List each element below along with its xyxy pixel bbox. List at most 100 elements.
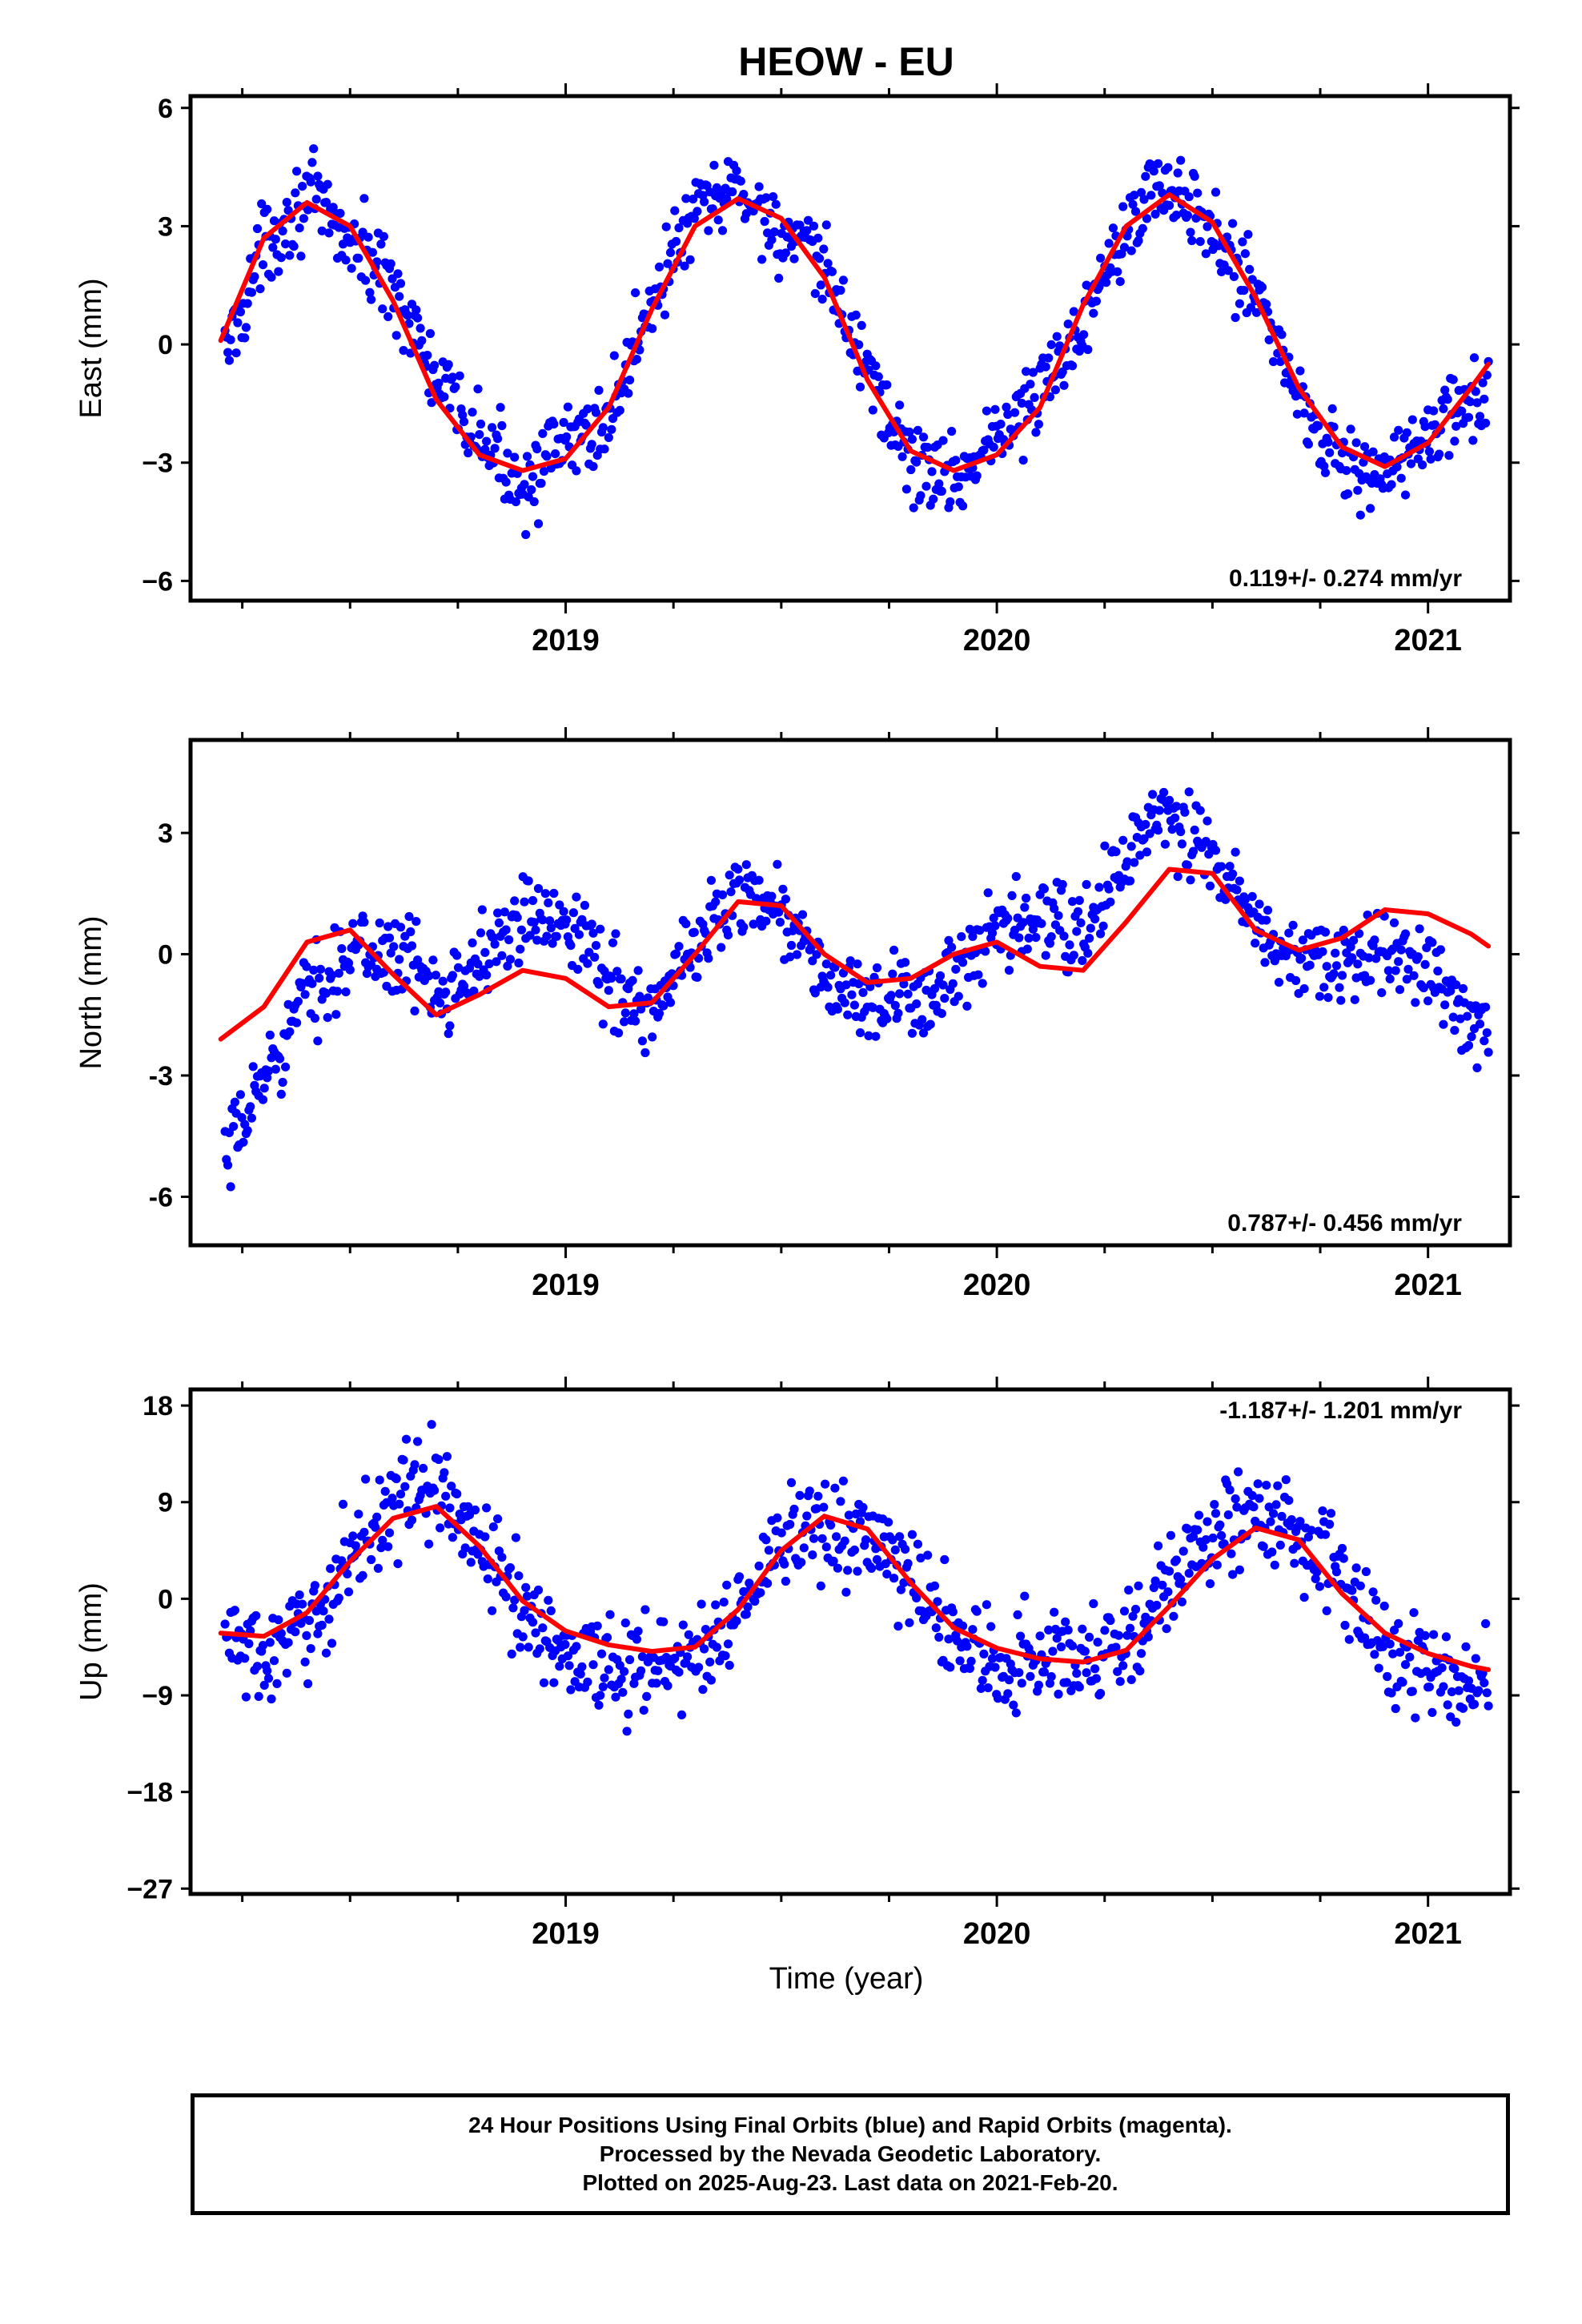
east-data-point	[1440, 385, 1450, 395]
east-data-point	[763, 228, 773, 238]
up-data-point	[1450, 1664, 1460, 1674]
north-data-point	[1011, 871, 1021, 882]
north-data-point	[396, 923, 406, 932]
north-data-point	[1355, 929, 1364, 939]
north-data-point	[901, 958, 910, 967]
east-data-point	[607, 424, 616, 434]
east-data-point	[604, 432, 613, 443]
north-data-point	[808, 956, 817, 966]
east-data-point	[496, 403, 505, 412]
up-data-point	[544, 1595, 553, 1605]
north-data-point	[1188, 846, 1199, 856]
east-data-point	[1320, 468, 1331, 477]
north-data-point	[1170, 813, 1180, 822]
up-data-point	[976, 1683, 986, 1693]
up-data-point	[378, 1535, 387, 1545]
up-data-point	[533, 1585, 544, 1595]
north-data-point	[265, 1030, 275, 1040]
east-data-point	[836, 285, 845, 296]
north-data-point	[723, 931, 733, 940]
up-data-point	[1388, 1649, 1398, 1659]
north-data-point	[739, 923, 749, 932]
east-data-point	[393, 269, 403, 279]
up-data-point	[488, 1522, 498, 1532]
up-data-point	[1217, 1530, 1227, 1541]
east-data-point	[1323, 437, 1333, 447]
up-y-tick-label: −9	[142, 1681, 173, 1711]
east-data-point	[685, 255, 695, 264]
up-data-point	[1113, 1667, 1122, 1676]
north-data-point	[1195, 806, 1205, 815]
east-data-point	[937, 486, 946, 497]
east-data-point	[1240, 249, 1250, 259]
north-data-point	[612, 967, 622, 976]
north-data-point	[1165, 795, 1174, 806]
up-data-point	[1268, 1509, 1279, 1518]
up-data-point	[721, 1651, 730, 1661]
east-data-point	[572, 466, 581, 476]
figure-canvas: HEOW - EU 6 3 0 −3 −6 2019 2020 2021 East (mm) 0.…	[74, 39, 1520, 1996]
east-data-point	[1142, 214, 1152, 223]
north-data-point	[1305, 960, 1315, 970]
east-data-point	[1030, 392, 1039, 402]
up-data-point	[334, 1593, 343, 1603]
north-data-point	[528, 895, 538, 906]
up-data-point	[313, 1629, 323, 1638]
north-data-point	[389, 942, 399, 951]
north-data-point	[492, 957, 501, 967]
north-data-point	[331, 1010, 341, 1019]
north-data-point	[1069, 951, 1078, 960]
up-data-point	[387, 1494, 397, 1503]
north-data-point	[978, 979, 987, 988]
north-data-point	[504, 935, 514, 945]
up-data-point	[1474, 1686, 1484, 1695]
east-data-point	[1303, 440, 1313, 449]
north-data-point	[926, 1019, 935, 1029]
up-data-point	[1119, 1606, 1130, 1616]
north-data-point	[566, 941, 576, 951]
east-data-point	[296, 251, 306, 261]
east-data-point	[979, 445, 989, 455]
east-data-point	[838, 275, 848, 285]
up-data-point	[723, 1639, 733, 1649]
up-data-point	[763, 1578, 773, 1588]
north-data-point	[263, 1073, 272, 1083]
up-data-point	[817, 1534, 827, 1543]
north-data-point	[990, 921, 1000, 931]
up-data-point	[528, 1618, 538, 1627]
up-data-point	[958, 1621, 968, 1630]
up-data-point	[1163, 1587, 1173, 1597]
north-data-point	[629, 1009, 639, 1019]
up-data-point	[511, 1533, 521, 1542]
up-data-point	[583, 1677, 592, 1687]
north-data-point	[348, 919, 358, 928]
north-data-point	[636, 1004, 646, 1014]
up-data-point	[1078, 1624, 1087, 1634]
up-data-point	[712, 1642, 722, 1652]
north-data-point	[937, 1009, 946, 1019]
east-data-point	[309, 144, 319, 154]
north-data-point	[441, 987, 451, 997]
east-data-point	[1292, 409, 1302, 419]
north-data-point	[531, 925, 540, 935]
north-data-point	[1018, 918, 1028, 927]
up-data-point	[1284, 1496, 1294, 1506]
north-data-point	[1420, 959, 1430, 969]
north-data-point	[497, 951, 507, 960]
east-data-point	[285, 251, 295, 260]
up-data-point	[750, 1596, 760, 1606]
north-data-point	[475, 971, 484, 981]
north-data-point	[315, 973, 324, 983]
east-data-point	[827, 267, 837, 276]
north-data-point	[965, 924, 974, 934]
up-data-point	[488, 1606, 497, 1615]
east-data-point	[361, 275, 371, 285]
up-data-point	[1178, 1546, 1188, 1556]
north-fit-line	[218, 866, 1492, 1042]
north-data-point	[1059, 931, 1069, 941]
east-data-point	[413, 313, 423, 323]
north-data-point	[1403, 964, 1413, 974]
east-data-point	[292, 167, 302, 176]
north-data-point	[448, 971, 458, 980]
east-data-point	[1003, 409, 1013, 420]
